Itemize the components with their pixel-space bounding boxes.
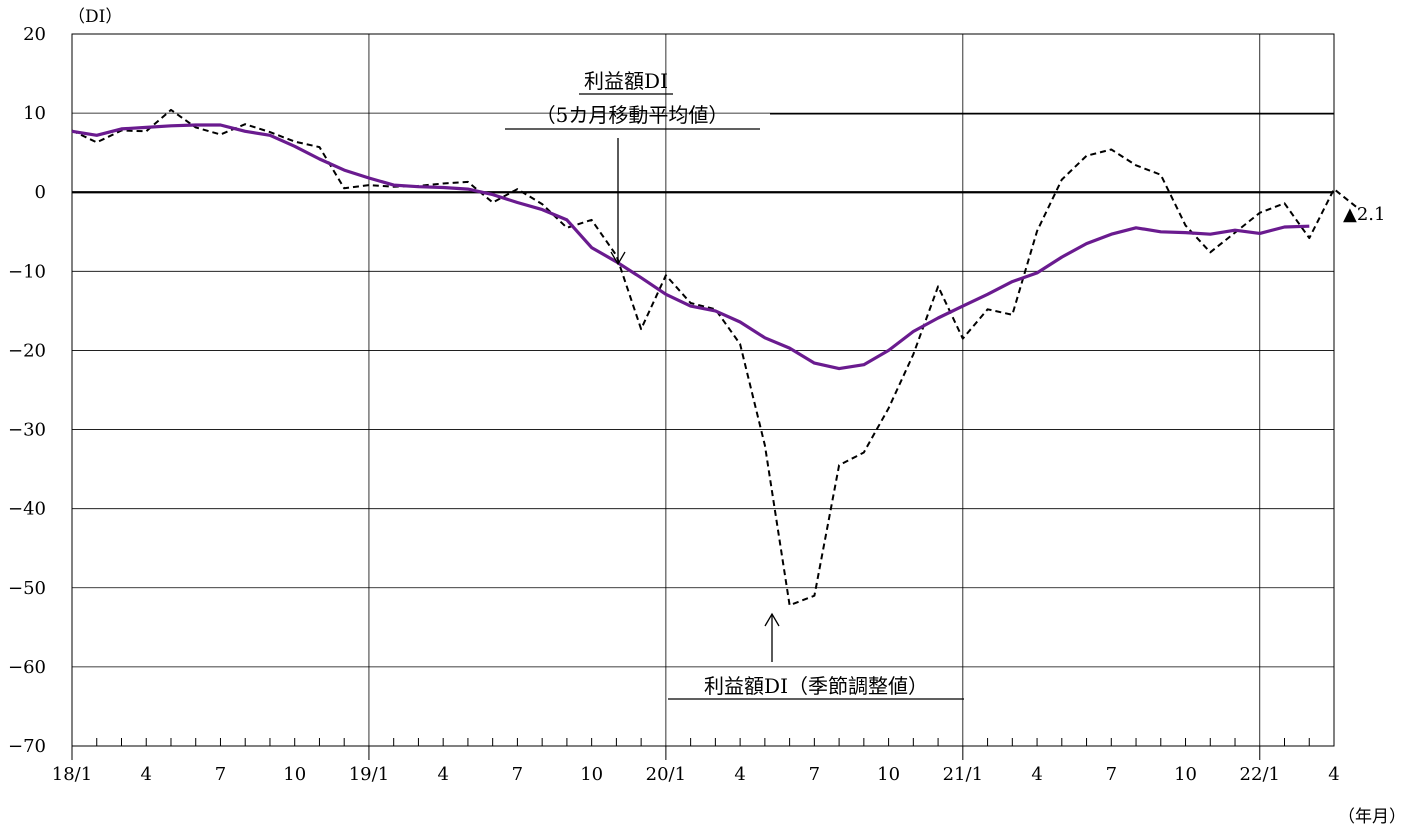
x-tick-label: 4 [1031, 764, 1042, 785]
ma-annotation-subtitle: （5カ月移動平均値） [536, 103, 729, 127]
x-tick-label: 4 [141, 764, 152, 785]
y-axis-ticks: 20 10 0 −10 −20 −30 −40 −50 −60 −70 [8, 24, 46, 757]
y-tick-label: −40 [8, 499, 46, 520]
y-tick-label: −20 [8, 340, 46, 361]
sa-annotation-label: 利益額DI（季節調整値） [704, 674, 928, 698]
x-tick-label: 7 [1106, 764, 1117, 785]
x-tick-label: 20/1 [646, 764, 686, 785]
x-axis-unit-label: （年月） [1338, 807, 1406, 827]
x-tick-label: 10 [1174, 764, 1197, 785]
x-tick-label: 4 [1328, 764, 1339, 785]
series-line-moving-average [71, 123, 1310, 371]
x-tick-label: 22/1 [1240, 764, 1280, 785]
y-axis-unit-label: （DI） [68, 7, 122, 27]
x-tick-label: 10 [877, 764, 900, 785]
x-tick-label: 4 [437, 764, 448, 785]
y-tick-label: −70 [8, 736, 46, 757]
x-tick-label: 21/1 [943, 764, 983, 785]
x-tick-label: 7 [809, 764, 820, 785]
x-axis-ticks: 18/1 4 7 10 19/1 4 7 10 20/1 4 7 10 21/1 4 7 10 22/1 4 [52, 738, 1340, 785]
y-tick-label: 10 [23, 103, 46, 124]
y-tick-label: −10 [8, 261, 46, 282]
end-value-label: ▲2.1 [1343, 204, 1385, 225]
plot-frame [71, 33, 1335, 747]
ma-annotation-title: 利益額DI [584, 69, 668, 93]
x-tick-label: 19/1 [349, 764, 389, 785]
y-tick-label: −50 [8, 578, 46, 599]
y-tick-label: 0 [35, 182, 46, 203]
x-tick-label: 7 [512, 764, 523, 785]
sa-annotation-arrowhead [764, 612, 780, 627]
series-line-seasonally-adjusted [71, 108, 1360, 607]
x-tick-label: 10 [580, 764, 603, 785]
y-tick-label: −60 [8, 657, 46, 678]
y-tick-label: 20 [23, 24, 46, 45]
series-group [71, 108, 1360, 607]
x-tick-label: 10 [283, 764, 306, 785]
x-tick-label: 4 [734, 764, 745, 785]
ma-annotation-arrowhead [610, 251, 626, 266]
grid-lines [71, 33, 1335, 747]
annotations: 利益額DI （5カ月移動平均値） 利益額DI（季節調整値） ▲2.1 （DI） … [68, 7, 1406, 827]
x-tick-label: 18/1 [52, 764, 92, 785]
x-tick-label: 7 [215, 764, 226, 785]
y-tick-label: −30 [8, 420, 46, 441]
